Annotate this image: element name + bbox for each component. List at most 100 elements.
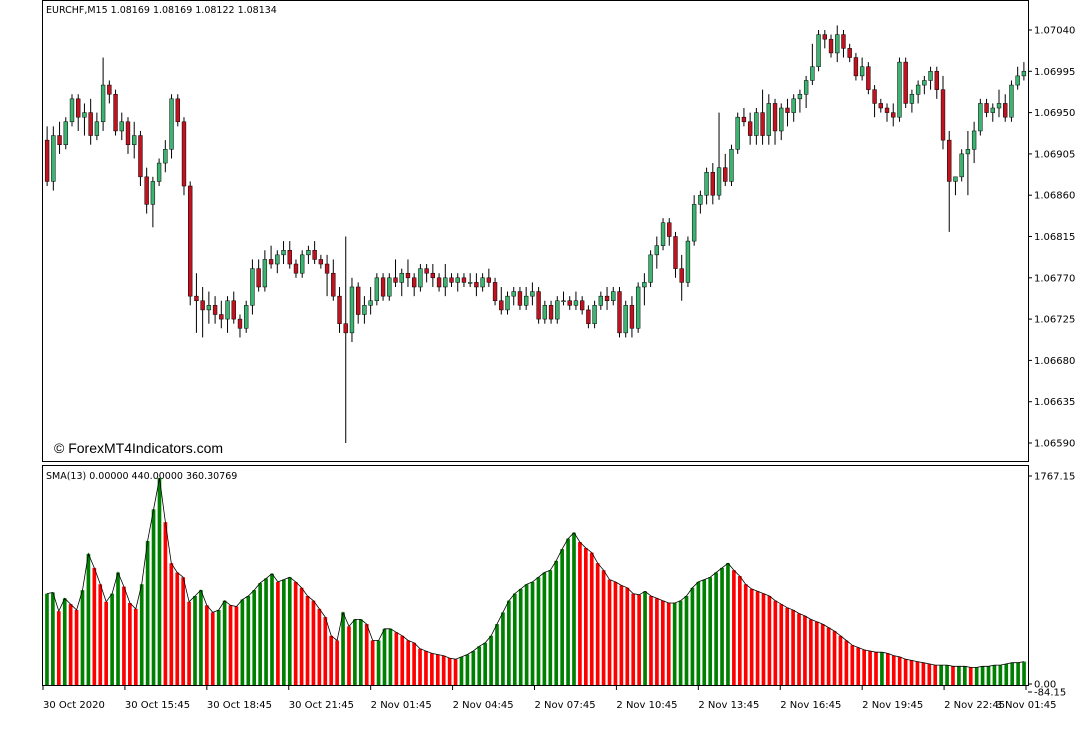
bear-candle-body <box>940 89 946 141</box>
volume-bar-down <box>779 604 784 685</box>
volume-bar-up <box>684 595 689 685</box>
candle <box>343 236 348 443</box>
bull-candle-body <box>300 254 305 274</box>
bull-candle-body <box>660 222 666 246</box>
price-tick-label: 1.06725 <box>1034 315 1075 326</box>
bull-candle-body <box>467 282 473 284</box>
volume-bar-up <box>353 619 357 685</box>
candle <box>847 43 852 63</box>
bear-candle-body <box>88 112 93 136</box>
candle <box>654 236 659 269</box>
bear-candle-body <box>256 268 261 288</box>
candle <box>486 268 492 287</box>
volume-bar-down <box>68 604 73 685</box>
bull-candle-body <box>859 66 865 77</box>
volume-bar-down <box>737 576 742 685</box>
bear-candle-body <box>878 103 883 109</box>
volume-bar-down <box>74 610 79 685</box>
bear-candle-body <box>747 121 753 136</box>
candle <box>63 117 68 150</box>
volume-bar-down <box>583 547 588 685</box>
candle <box>579 296 585 315</box>
volume-bar-down <box>613 581 618 685</box>
volume-bar-down <box>886 653 890 685</box>
volume-bar-down <box>832 631 837 685</box>
bear-candle-body <box>866 66 871 90</box>
candle <box>51 126 56 191</box>
volume-bar-down <box>791 610 795 685</box>
volume-bar-down <box>441 655 446 685</box>
candle <box>474 273 479 297</box>
volume-bar-up <box>512 593 517 685</box>
bear-candle-body <box>760 112 765 136</box>
volume-bar-up <box>980 666 985 685</box>
candle <box>573 291 579 310</box>
bear-candle-body <box>853 57 859 77</box>
candle <box>673 231 678 278</box>
volume-bar-up <box>51 592 55 685</box>
bull-candle-body <box>455 277 460 283</box>
candle <box>244 300 249 333</box>
volume-bar-down <box>205 605 209 685</box>
bull-candle-body <box>119 121 124 132</box>
candle <box>555 296 560 324</box>
candle <box>872 85 877 118</box>
volume-bar-down <box>394 632 399 685</box>
volume-bar-down <box>335 640 339 685</box>
bear-candle-body <box>822 34 827 40</box>
candle <box>785 98 790 127</box>
bear-candle-body <box>604 295 610 301</box>
candle <box>909 89 915 113</box>
candle <box>436 273 442 292</box>
time-tick-label: 2 Nov 19:45 <box>862 700 923 711</box>
candle <box>331 259 336 301</box>
indicator-tick-label: 0.00 <box>1034 680 1056 691</box>
candle <box>430 264 436 287</box>
candle <box>523 286 529 310</box>
candle <box>536 286 541 324</box>
candle <box>679 254 684 301</box>
candle <box>107 80 112 104</box>
bull-candle-body <box>418 268 423 288</box>
bear-candle-body <box>903 61 908 104</box>
candle <box>517 286 523 310</box>
candle <box>928 66 933 90</box>
bear-candle-body <box>536 291 541 320</box>
volume-bar-up <box>270 573 274 685</box>
candle <box>188 181 193 306</box>
bear-candle-body <box>436 277 442 288</box>
bear-candle-body <box>312 250 317 260</box>
volume-bar-up <box>524 584 529 685</box>
bear-candle-body <box>884 107 890 113</box>
candle <box>262 250 268 292</box>
bear-candle-body <box>144 176 149 205</box>
indicator-axis: 1767.15 0.00-84.15 <box>1028 472 1075 699</box>
volume-bar-up <box>672 603 677 685</box>
time-tick-label: 2 Nov 07:45 <box>535 700 596 711</box>
bull-candle-body <box>1021 71 1027 77</box>
volume-bar-up <box>287 577 292 685</box>
volume-bar-down <box>187 601 191 685</box>
candle <box>760 89 765 145</box>
bull-candle-body <box>978 103 983 132</box>
price-panel-header: EURCHF,M15 1.08169 1.08169 1.08122 1.081… <box>46 5 277 16</box>
volume-bar-down <box>329 635 334 685</box>
volume-bar-up <box>566 538 570 685</box>
indicator-tick-label: -84.15 <box>1034 688 1066 699</box>
bear-candle-body <box>268 259 274 265</box>
candle <box>611 286 616 306</box>
bear-candle-body <box>231 300 236 320</box>
volume-bar-up <box>465 654 470 685</box>
bull-candle-body <box>635 286 641 329</box>
volume-bar-down <box>933 665 938 685</box>
candle <box>735 112 740 154</box>
bull-candle-body <box>803 80 809 95</box>
bull-candle-body <box>362 305 367 315</box>
bull-candle-body <box>1015 75 1020 86</box>
time-tick-label: 2 Nov 10:45 <box>616 700 677 711</box>
bear-candle-body <box>673 236 678 269</box>
volume-bar-down <box>370 640 375 685</box>
volume-bar-down <box>276 581 280 685</box>
candle <box>467 273 473 287</box>
